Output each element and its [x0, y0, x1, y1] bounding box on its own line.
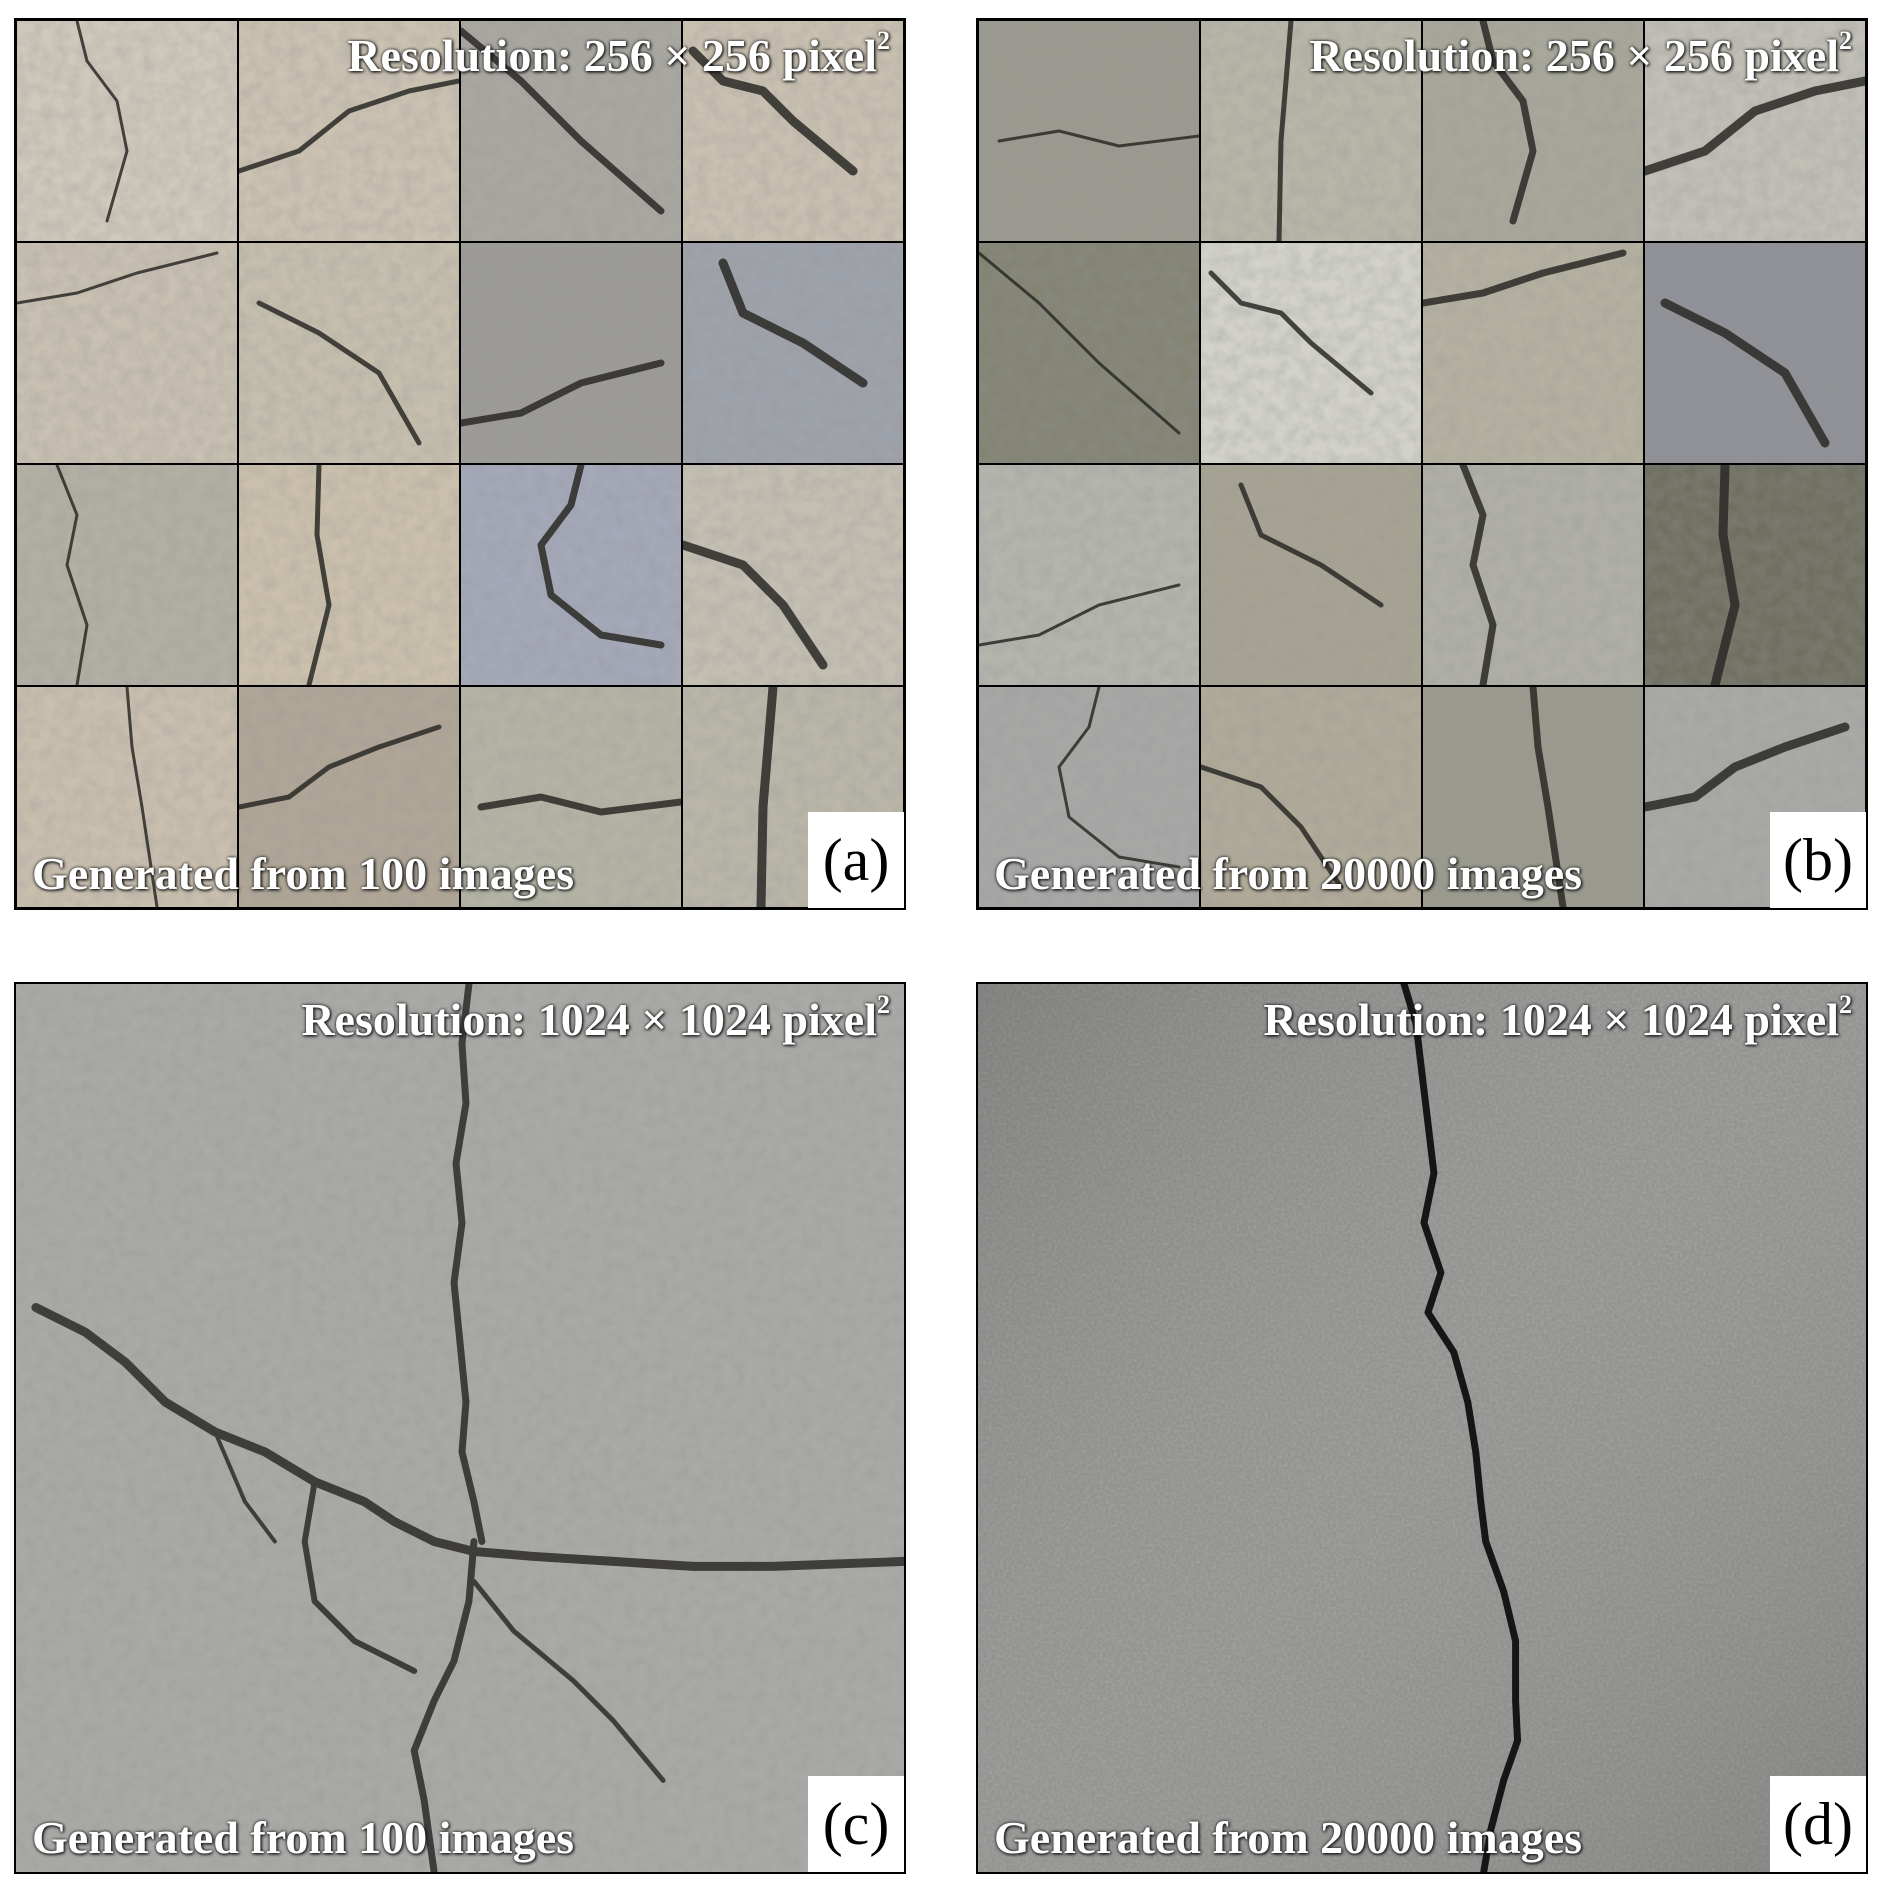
image-tile	[238, 464, 460, 686]
image-tile	[238, 686, 460, 908]
crack-texture	[1423, 687, 1643, 907]
tile-grid-a	[16, 20, 904, 908]
crack-texture	[239, 21, 459, 241]
crack-texture	[239, 465, 459, 685]
image-tile	[682, 686, 904, 908]
image-tile	[238, 20, 460, 242]
crack-texture	[1423, 465, 1643, 685]
generated-caption: Generated from 20000 images	[994, 1812, 1583, 1863]
image-tile	[16, 20, 238, 242]
crack-texture	[683, 243, 903, 463]
panel-label: (d)	[1770, 1776, 1866, 1872]
image-tile	[460, 464, 682, 686]
crack-texture	[461, 21, 681, 241]
crack-texture	[683, 687, 903, 907]
crack-texture	[1423, 21, 1643, 241]
image-tile	[978, 686, 1200, 908]
crack-texture	[1645, 465, 1865, 685]
crack-texture	[1645, 21, 1865, 241]
crack-texture	[461, 465, 681, 685]
image-tile	[978, 464, 1200, 686]
image-tile	[1422, 686, 1644, 908]
generated-caption: Generated from 100 images	[32, 1812, 575, 1863]
panel-label: (a)	[808, 812, 904, 908]
image-tile	[1644, 20, 1866, 242]
image-tile	[1422, 464, 1644, 686]
crack-texture	[1201, 21, 1421, 241]
crack-texture	[239, 243, 459, 463]
generated-caption: Generated from 20000 images	[994, 848, 1583, 899]
resolution-caption: Resolution: 1024 × 1024 pixel2	[301, 990, 890, 1045]
image-tile	[1200, 20, 1422, 242]
crack-texture	[979, 465, 1199, 685]
image-tile	[682, 20, 904, 242]
image-tile	[16, 686, 238, 908]
resolution-caption: Resolution: 256 × 256 pixel2	[347, 26, 890, 81]
panel-b: Resolution: 256 × 256 pixel2 Generated f…	[976, 18, 1868, 910]
image-tile	[1644, 242, 1866, 464]
image-tile	[682, 464, 904, 686]
crack-texture	[1201, 465, 1421, 685]
crack-texture	[979, 243, 1199, 463]
resolution-caption: Resolution: 1024 × 1024 pixel2	[1263, 990, 1852, 1045]
image-tile	[978, 20, 1200, 242]
crack-texture	[1423, 243, 1643, 463]
image-tile	[1644, 464, 1866, 686]
image-tile	[1422, 20, 1644, 242]
crack-texture	[461, 687, 681, 907]
image-tile	[1422, 242, 1644, 464]
crack-texture	[1645, 243, 1865, 463]
crack-texture	[17, 243, 237, 463]
resolution-caption: Resolution: 256 × 256 pixel2	[1309, 26, 1852, 81]
image-tile	[1200, 464, 1422, 686]
image-tile	[1200, 242, 1422, 464]
image-tile	[682, 242, 904, 464]
crack-texture	[683, 465, 903, 685]
image-tile	[1200, 686, 1422, 908]
crack-texture	[979, 21, 1199, 241]
crack-texture	[17, 21, 237, 241]
crack-texture	[1201, 243, 1421, 463]
image-tile	[460, 20, 682, 242]
image-tile	[460, 686, 682, 908]
image-tile	[978, 242, 1200, 464]
image-tile	[16, 242, 238, 464]
crack-image-c	[16, 984, 904, 1872]
image-tile	[16, 464, 238, 686]
panel-d: Resolution: 1024 × 1024 pixel2 Generated…	[976, 982, 1868, 1874]
crack-texture	[979, 687, 1199, 907]
panel-a: Resolution: 256 × 256 pixel2 Generated f…	[14, 18, 906, 910]
generated-caption: Generated from 100 images	[32, 848, 575, 899]
panel-label: (c)	[808, 1776, 904, 1872]
crack-texture	[239, 687, 459, 907]
tile-grid-b	[978, 20, 1866, 908]
crack-texture	[461, 243, 681, 463]
image-tile	[460, 242, 682, 464]
crack-texture	[683, 21, 903, 241]
panel-label: (b)	[1770, 812, 1866, 908]
crack-texture	[1201, 687, 1421, 907]
image-tile	[238, 242, 460, 464]
panel-c: Resolution: 1024 × 1024 pixel2 Generated…	[14, 982, 906, 1874]
crack-texture	[17, 687, 237, 907]
crack-image-d	[978, 984, 1866, 1872]
crack-texture	[17, 465, 237, 685]
